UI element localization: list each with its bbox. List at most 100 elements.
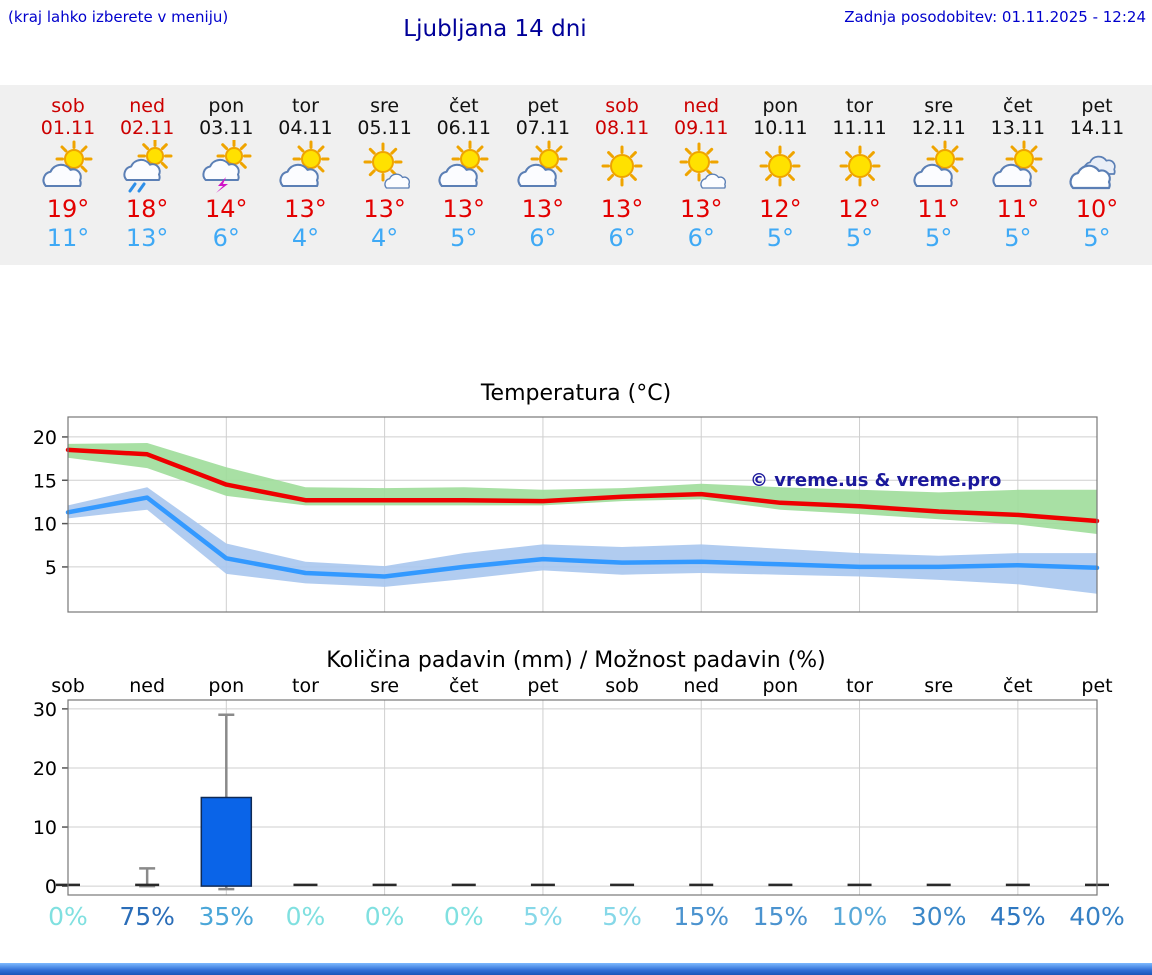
precip-probability: 35%	[198, 902, 255, 931]
forecast-day-13.11[interactable]: čet 13.11 11° 5°	[973, 95, 1063, 252]
precip-probability-row: 0% 75% 35% 0% 0% 0% 5% 5% 15% 15% 10% 30% 45% 40%	[0, 902, 1152, 934]
day-date: 06.11	[436, 117, 491, 139]
forecast-day-10.11[interactable]: pon 10.11 12° 5°	[735, 95, 825, 252]
day-high-temp: 18°	[125, 195, 169, 223]
precip-probability: 15%	[752, 902, 809, 931]
precip-probability: 5%	[602, 902, 642, 931]
last-update: Zadnja posodobitev: 01.11.2025 - 12:24	[844, 8, 1146, 26]
day-date: 04.11	[278, 117, 333, 139]
day-name: pon	[762, 95, 799, 117]
day-name: ned	[683, 95, 720, 117]
sun-cloud-storm-icon	[202, 140, 252, 193]
forecast-day-01.11[interactable]: sob 01.11 19° 11°	[23, 95, 113, 252]
day-name: tor	[846, 95, 873, 117]
day-low-temp: 5°	[1004, 224, 1032, 252]
day-high-temp: 13°	[442, 195, 486, 223]
precip-day-label: sob	[605, 675, 639, 697]
temperature-chart-title: Temperatura (°C)	[480, 381, 672, 406]
day-name: čet	[448, 95, 479, 117]
day-name: sob	[51, 95, 85, 117]
day-high-temp: 12°	[759, 195, 802, 223]
precip-day-label: sob	[51, 675, 85, 697]
day-name: pon	[208, 95, 245, 117]
day-low-temp: 13°	[125, 224, 169, 252]
day-high-temp: 13°	[284, 195, 327, 223]
day-date: 11.11	[832, 117, 887, 139]
svg-text:0: 0	[45, 876, 57, 898]
forecast-day-04.11[interactable]: tor 04.11 13° 4°	[260, 95, 350, 252]
forecast-day-05.11[interactable]: sre 05.11 13° 4°	[340, 95, 430, 252]
precip-day-labels: sob ned pon tor sre čet pet sob ned pon tor sre čet p…	[0, 675, 1152, 699]
day-date: 14.11	[1069, 117, 1125, 139]
forecast-day-09.11[interactable]: ned 09.11 13° 6°	[656, 95, 746, 252]
precip-probability: 30%	[910, 902, 967, 931]
precip-day-label: ned	[129, 675, 166, 697]
precip-probability: 0%	[48, 902, 88, 931]
svg-text:20: 20	[33, 427, 57, 449]
day-name: sre	[370, 95, 400, 117]
forecast-day-02.11[interactable]: ned 02.11 18° 13°	[102, 95, 192, 252]
day-high-temp: 13°	[521, 195, 565, 223]
precip-day-label: tor	[846, 675, 873, 697]
day-name: sob	[605, 95, 639, 117]
day-date: 10.11	[753, 117, 808, 139]
forecast-day-12.11[interactable]: sre 12.11 11° 5°	[894, 95, 984, 252]
sun-cloud-icon	[913, 140, 964, 188]
day-low-temp: 5°	[766, 224, 795, 252]
forecast-day-07.11[interactable]: pet 07.11 13° 6°	[498, 95, 588, 252]
day-high-temp: 11°	[996, 195, 1040, 223]
precip-probability: 0%	[364, 902, 405, 931]
day-low-temp: 5°	[450, 224, 478, 252]
day-name: tor	[292, 95, 319, 117]
svg-text:5: 5	[45, 557, 57, 579]
precip-day-label: tor	[292, 675, 319, 697]
svg-text:© vreme.us & vreme.pro: © vreme.us & vreme.pro	[750, 470, 1001, 491]
forecast-day-08.11[interactable]: sob 08.11 13° 6°	[577, 95, 667, 252]
day-low-temp: 5°	[1083, 224, 1111, 252]
precip-day-label: pet	[527, 675, 559, 697]
precip-day-label: ned	[683, 675, 720, 697]
sun-cloud-rain-icon	[123, 140, 173, 193]
day-name: pet	[527, 95, 559, 117]
precip-probability: 0%	[443, 902, 484, 931]
precip-probability: 10%	[831, 902, 888, 931]
bottom-banner[interactable]	[0, 963, 1152, 975]
precip-probability: 5%	[523, 902, 563, 931]
day-low-temp: 6°	[608, 224, 636, 252]
day-date: 07.11	[515, 117, 571, 139]
day-high-temp: 13°	[363, 195, 406, 223]
day-high-temp: 14°	[205, 195, 248, 223]
precip-probability: 75%	[119, 902, 175, 931]
day-date: 08.11	[594, 117, 650, 139]
sun-icon	[839, 145, 881, 187]
cloud-icon	[1069, 155, 1116, 190]
page-title: Ljubljana 14 dni	[403, 16, 587, 42]
precip-day-label: sre	[370, 675, 400, 697]
precip-day-label: pet	[1081, 675, 1113, 697]
sun-cloud-icon	[279, 140, 330, 188]
forecast-day-11.11[interactable]: tor 11.11 12° 5°	[815, 95, 905, 252]
forecast-day-03.11[interactable]: pon 03.11 14° 6°	[181, 95, 271, 252]
precipitation-plot: 0 10 20 30	[33, 699, 1109, 898]
sun-icon	[759, 145, 801, 187]
sun-cloud-icon	[992, 140, 1043, 188]
day-low-temp: 5°	[925, 224, 953, 252]
forecast-day-06.11[interactable]: čet 06.11 13° 5°	[419, 95, 509, 252]
day-low-temp: 4°	[291, 224, 320, 252]
day-low-temp: 4°	[370, 224, 399, 252]
day-low-temp: 5°	[845, 224, 874, 252]
precip-probability: 40%	[1069, 902, 1125, 931]
day-low-temp: 6°	[687, 224, 715, 252]
day-date: 02.11	[119, 117, 175, 139]
forecast-day-14.11[interactable]: pet 14.11 10° 5°	[1052, 95, 1142, 252]
day-date: 03.11	[199, 117, 254, 139]
precip-day-label: čet	[1003, 675, 1033, 697]
svg-text:10: 10	[33, 514, 57, 536]
day-high-temp: 19°	[46, 195, 90, 223]
sun-cloud-icon	[517, 140, 568, 188]
day-high-temp: 10°	[1075, 195, 1119, 223]
day-high-temp: 12°	[838, 195, 881, 223]
sun-cloud-icon	[42, 140, 93, 188]
precip-day-label: pon	[208, 675, 245, 697]
precip-probability: 0%	[285, 902, 326, 931]
